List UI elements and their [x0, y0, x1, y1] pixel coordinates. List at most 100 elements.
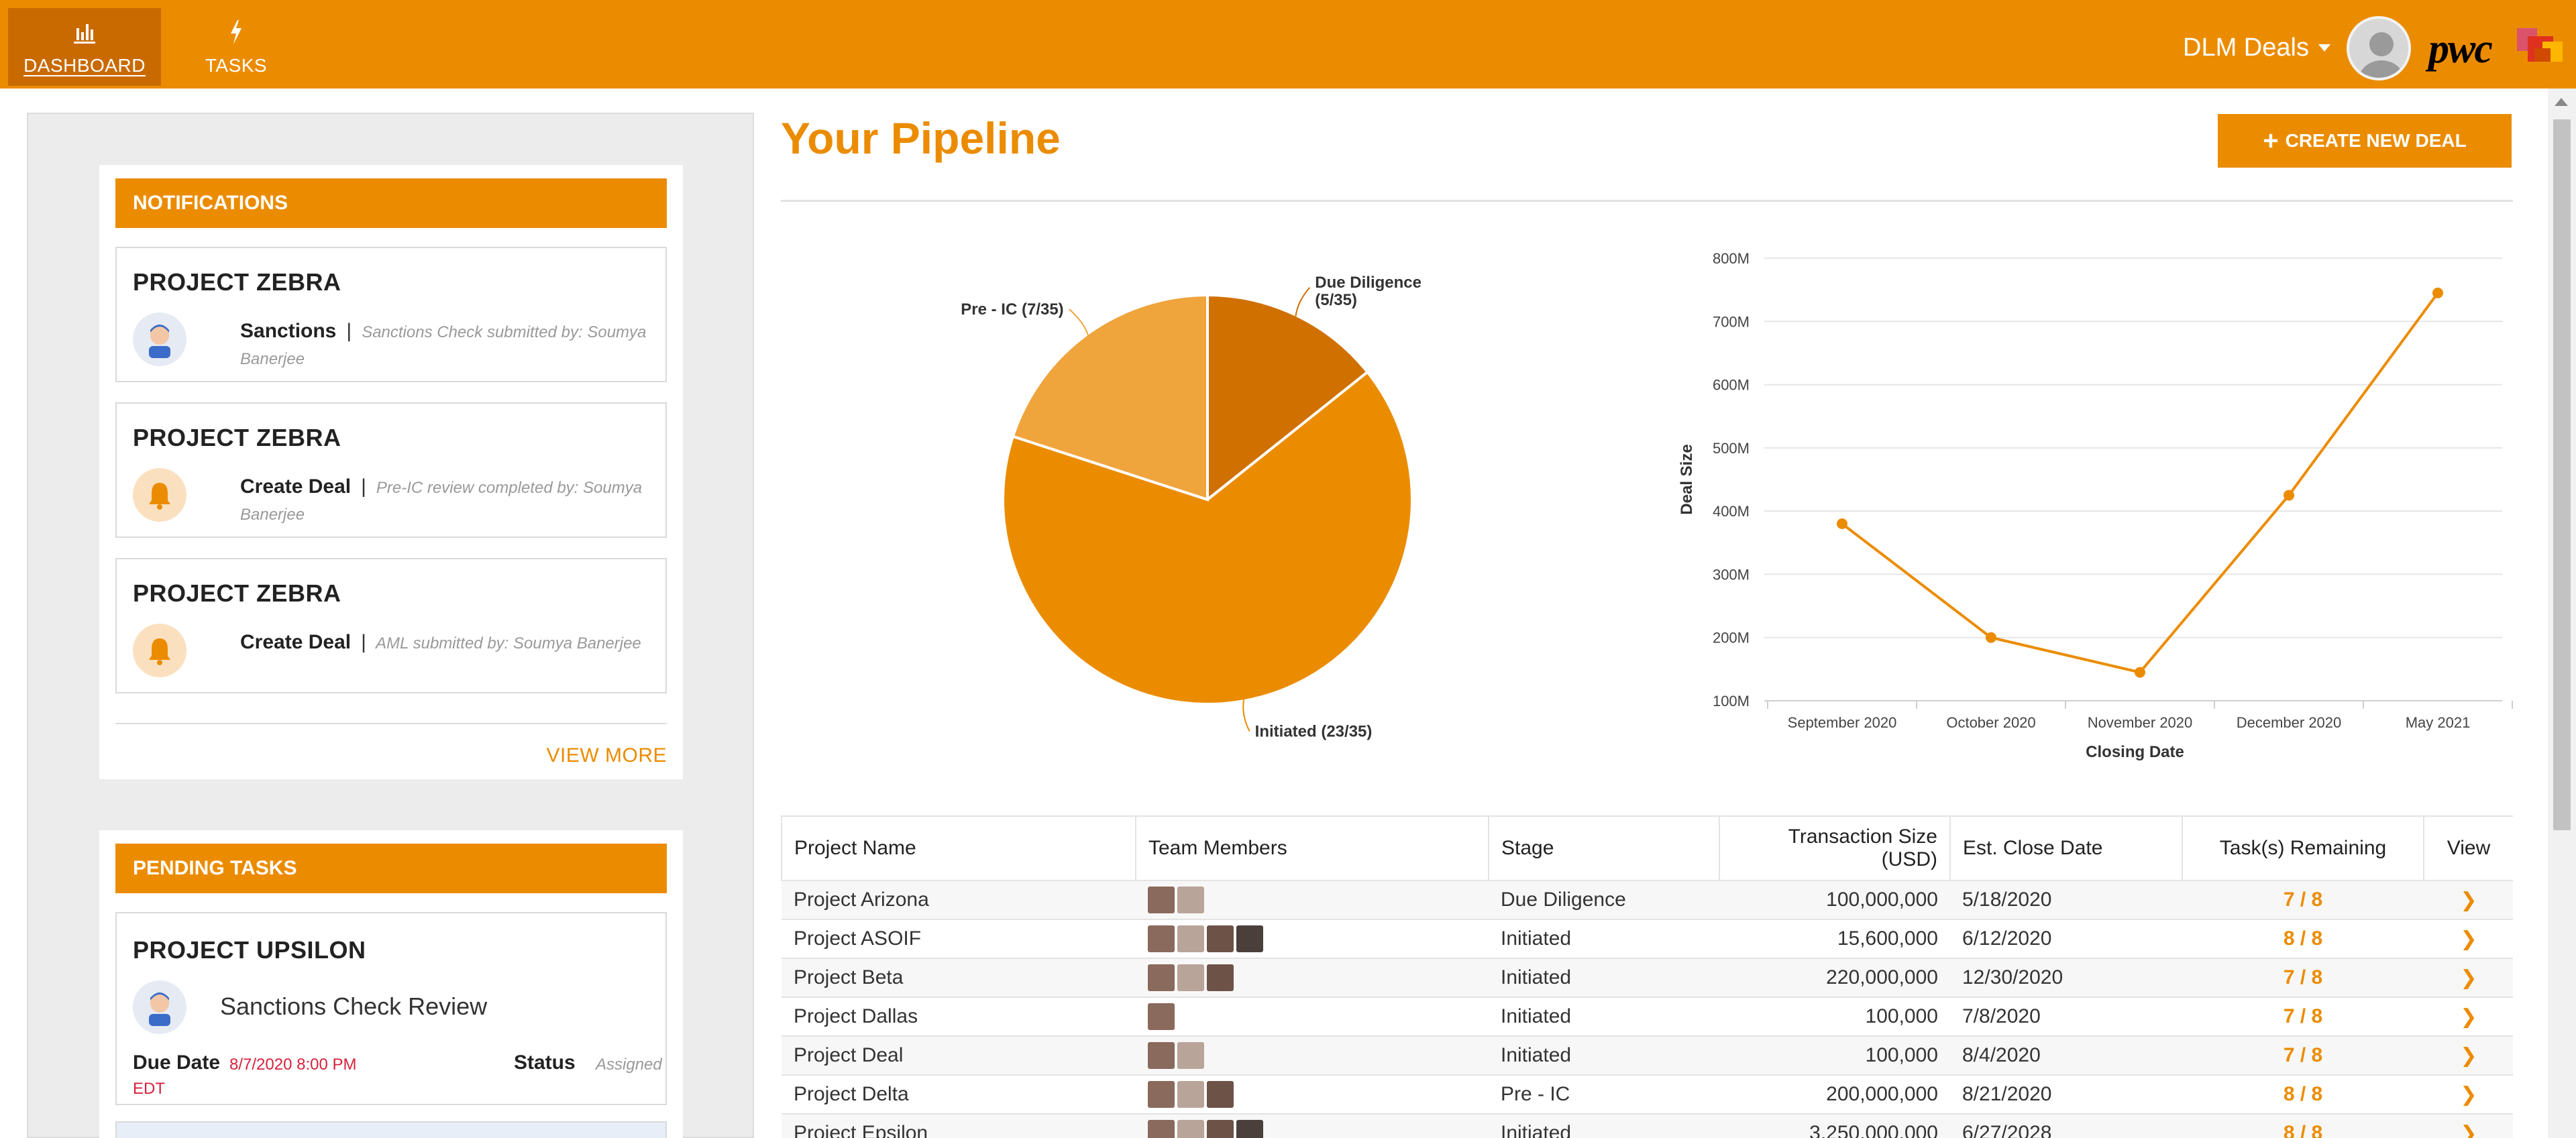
pending-tasks-panel: PENDING TASKS PROJECT UPSILON Sanctions …	[99, 830, 683, 1138]
column-header[interactable]: Stage	[1488, 815, 1720, 881]
nav-tasks[interactable]: TASKS	[195, 8, 278, 86]
y-tick-label: 300M	[1713, 566, 1750, 583]
pie-slice-label: Pre - IC (7/35)	[961, 300, 1063, 319]
team-member-avatar[interactable]	[1207, 925, 1234, 952]
team-member-avatar[interactable]	[1148, 964, 1175, 991]
data-point[interactable]	[1837, 518, 1847, 529]
chevron-right-icon[interactable]: ❯	[2460, 1044, 2477, 1067]
team-member-avatar[interactable]	[1177, 1042, 1204, 1069]
y-axis-label: Deal Size	[1678, 444, 1696, 514]
team-member-avatar[interactable]	[1177, 887, 1204, 913]
chevron-right-icon[interactable]: ❯	[2460, 1122, 2477, 1138]
transaction-size-cell: 200,000,000	[1719, 1075, 1950, 1115]
team-member-avatar[interactable]	[1177, 925, 1204, 952]
pie-label-connector	[1295, 287, 1311, 317]
view-cell[interactable]: ❯	[2424, 1075, 2513, 1115]
stage-cell: Initiated	[1489, 1114, 1719, 1138]
table-row[interactable]: Project Dallas Initiated 100,000 7/8/2020 7 …	[782, 997, 2513, 1037]
stage-cell: Initiated	[1489, 1036, 1719, 1076]
tasks-remaining-cell: 7 / 8	[2182, 880, 2424, 920]
x-tick-label: October 2020	[1946, 714, 2035, 731]
y-tick-label: 200M	[1713, 630, 1750, 646]
transaction-size-cell: 100,000,000	[1719, 880, 1950, 920]
team-members-cell	[1136, 997, 1489, 1037]
column-header[interactable]: View	[2423, 815, 2513, 881]
data-point[interactable]	[1986, 632, 1996, 643]
project-name-cell: Project Beta	[782, 958, 1136, 998]
column-header[interactable]: Team Members	[1135, 815, 1489, 881]
create-new-deal-button[interactable]: + CREATE NEW DEAL	[2218, 114, 2512, 168]
column-header[interactable]: Task(s) Remaining	[2182, 815, 2424, 881]
logo-blocks-icon	[2517, 28, 2563, 62]
view-cell[interactable]: ❯	[2424, 1036, 2513, 1076]
team-member-avatar[interactable]	[1207, 1081, 1234, 1108]
pie-label-connector	[1242, 699, 1250, 732]
page-scrollbar[interactable]	[2548, 89, 2576, 1138]
user-avatar[interactable]	[2347, 16, 2411, 80]
bar-chart-icon	[74, 24, 95, 44]
data-point[interactable]	[2432, 287, 2443, 298]
team-member-avatar[interactable]	[1177, 1120, 1204, 1138]
column-header[interactable]: Est. Close Date	[1949, 815, 2183, 881]
nav-dashboard[interactable]: DASHBOARD	[8, 8, 161, 86]
team-member-avatar[interactable]	[1148, 887, 1175, 913]
notification-body: Create Deal | Pre-IC review completed by…	[240, 473, 656, 528]
data-point[interactable]	[2135, 667, 2145, 678]
status-label: Status	[514, 1051, 576, 1074]
notification-item[interactable]: PROJECT ZEBRA Create Deal | AML submitte…	[115, 558, 667, 693]
due-date-timezone: EDT	[133, 1080, 165, 1098]
x-tick-label: May 2021	[2406, 714, 2471, 731]
table-row[interactable]: Project Deal Initiated 100,000 8/4/2020 7 / …	[782, 1036, 2513, 1076]
column-header[interactable]: Project Name	[781, 815, 1136, 881]
chevron-right-icon[interactable]: ❯	[2460, 966, 2477, 989]
scrollbar-thumb[interactable]	[2553, 119, 2571, 830]
scroll-up-icon[interactable]	[2555, 98, 2568, 106]
chevron-right-icon[interactable]: ❯	[2460, 1083, 2477, 1106]
view-cell[interactable]: ❯	[2424, 1114, 2513, 1138]
notification-project: PROJECT ZEBRA	[133, 579, 341, 607]
team-member-avatar[interactable]	[1236, 1120, 1263, 1138]
chevron-right-icon[interactable]: ❯	[2460, 889, 2477, 911]
view-more-link[interactable]: VIEW MORE	[546, 744, 667, 766]
team-member-avatar[interactable]	[1207, 964, 1234, 991]
deals-dropdown[interactable]: DLM Deals	[2183, 34, 2330, 62]
team-member-avatar[interactable]	[1177, 1081, 1204, 1108]
team-member-avatar[interactable]	[1148, 1120, 1175, 1138]
chevron-right-icon[interactable]: ❯	[2460, 927, 2477, 950]
notification-item[interactable]: PROJECT ZEBRA Create Deal | Pre-IC revie…	[115, 402, 667, 538]
team-member-avatar[interactable]	[1148, 1081, 1175, 1108]
table-row[interactable]: Project Delta Pre - IC 200,000,000 8/21/202…	[782, 1075, 2513, 1115]
y-tick-label: 100M	[1713, 693, 1750, 709]
table-row[interactable]: Project Beta Initiated 220,000,000 12/30/20…	[782, 958, 2513, 998]
team-member-avatar[interactable]	[1148, 1003, 1175, 1030]
table-row[interactable]: Project Epsilon Initiated 3,250,000,000 6/2…	[782, 1114, 2513, 1138]
bolt-icon	[231, 20, 241, 44]
chevron-right-icon[interactable]: ❯	[2460, 1005, 2477, 1028]
table-header-row: Project Name Team Members Stage Transact…	[781, 815, 2513, 881]
task-item[interactable]	[115, 1121, 667, 1138]
notification-project: PROJECT ZEBRA	[133, 424, 341, 451]
notification-item[interactable]: PROJECT ZEBRA Sanctions | Sanctions Chec…	[115, 247, 667, 382]
view-cell[interactable]: ❯	[2424, 997, 2513, 1037]
due-date-value: 8/7/2020 8:00 PM	[229, 1056, 357, 1074]
divider	[115, 723, 667, 724]
task-item[interactable]: PROJECT UPSILON Sanctions Check Review D…	[115, 912, 667, 1105]
team-member-avatar[interactable]	[1207, 1120, 1234, 1138]
data-point[interactable]	[2284, 490, 2294, 501]
view-cell[interactable]: ❯	[2424, 919, 2513, 959]
notification-detail: AML submitted by: Soumya Banerjee	[376, 634, 641, 652]
notification-type: Sanctions	[240, 320, 337, 342]
view-cell[interactable]: ❯	[2424, 880, 2513, 920]
table-row[interactable]: Project Arizona Due Diligence 100,000,000 5…	[782, 880, 2513, 920]
team-member-avatar[interactable]	[1177, 964, 1204, 991]
team-members-cell	[1136, 880, 1489, 920]
table-row[interactable]: Project ASOIF Initiated 15,600,000 6/12/202…	[782, 919, 2513, 959]
column-header[interactable]: Transaction Size (USD)	[1719, 815, 1951, 881]
view-cell[interactable]: ❯	[2424, 958, 2513, 998]
team-member-avatar[interactable]	[1148, 925, 1175, 952]
team-members-cell	[1136, 958, 1489, 998]
top-navigation-bar: DASHBOARD TASKS DLM Deals pwc	[0, 0, 2576, 89]
pipeline-pie-chart: Due Diligence (5/35) Initiated (23/35) Pre …	[961, 274, 1421, 741]
team-member-avatar[interactable]	[1148, 1042, 1175, 1069]
team-member-avatar[interactable]	[1236, 925, 1263, 952]
